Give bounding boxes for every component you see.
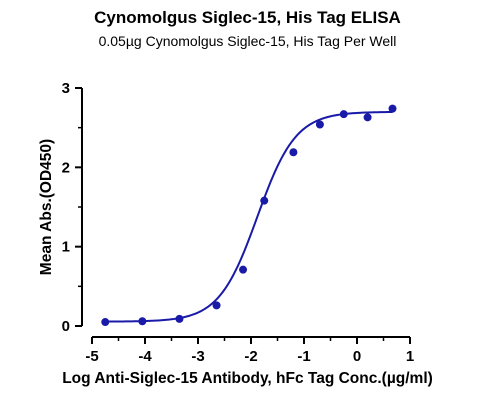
x-tick-label: -1: [297, 348, 310, 365]
data-point: [101, 318, 110, 327]
data-point: [212, 301, 221, 310]
data-point: [260, 196, 269, 205]
x-tick-label: -2: [244, 348, 257, 365]
y-tick-label: 0: [62, 318, 70, 335]
axes: 0 1 2 3 -5 -4 -3 -2 -1 0 1: [62, 80, 415, 365]
data-points: [101, 104, 397, 327]
x-axis-label: Log Anti-Siglec-15 Antibody, hFc Tag Con…: [62, 370, 433, 387]
data-point: [138, 317, 147, 326]
y-axis-label: Mean Abs.(OD450): [38, 139, 55, 275]
x-tick-label: 1: [406, 348, 414, 365]
data-point: [239, 265, 248, 274]
fit-curve: [105, 110, 393, 323]
data-point: [289, 148, 298, 157]
x-tick-label: -3: [191, 348, 204, 365]
x-tick-label: -4: [138, 348, 152, 365]
y-tick-label: 3: [62, 80, 70, 97]
data-point: [388, 104, 397, 113]
x-tick-label: -5: [85, 348, 98, 365]
y-tick-label: 1: [62, 239, 70, 256]
chart-subtitle: 0.05µg Cynomolgus Siglec-15, His Tag Per…: [98, 33, 397, 49]
data-point: [363, 113, 372, 122]
data-point: [339, 110, 348, 119]
fit-curve-group: [105, 110, 393, 323]
chart-title: Cynomolgus Siglec-15, His Tag ELISA: [94, 8, 401, 27]
data-point: [315, 120, 324, 129]
x-tick-label: 0: [353, 348, 361, 365]
data-point: [175, 314, 184, 323]
y-tick-label: 2: [62, 159, 70, 176]
